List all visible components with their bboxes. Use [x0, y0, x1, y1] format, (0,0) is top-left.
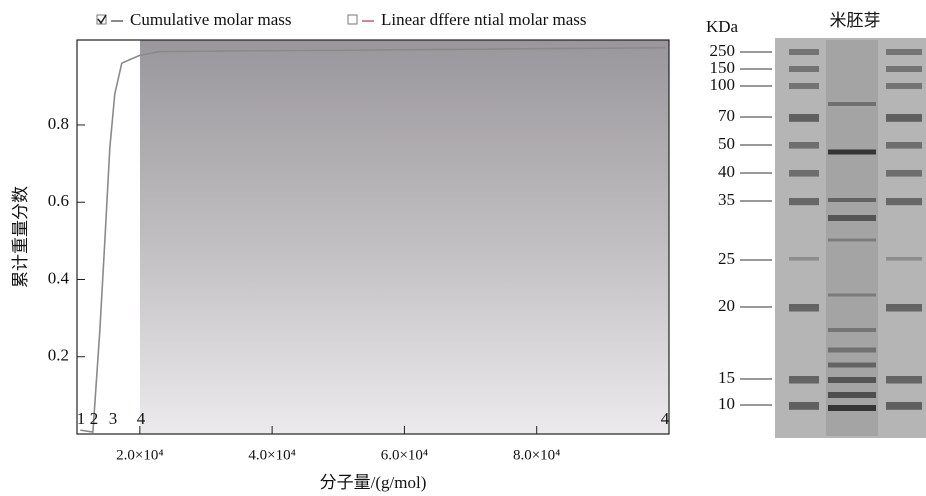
- gel-band: [886, 304, 922, 312]
- x-tick-label: 8.0×10⁴: [513, 447, 560, 463]
- gel-unit: KDa: [706, 17, 739, 36]
- gel-band: [828, 293, 876, 297]
- gel-band: [789, 114, 819, 122]
- gel-band: [886, 114, 922, 122]
- gel-band: [886, 170, 922, 177]
- gel-band: [828, 347, 876, 353]
- y-tick-label: 0.8: [48, 114, 69, 133]
- gel-band: [886, 198, 922, 206]
- gel-band: [828, 392, 876, 398]
- marker-label: 20: [718, 296, 735, 315]
- gel-band: [789, 142, 819, 149]
- annotation: 3: [109, 409, 118, 428]
- plot-frame: [76, 39, 670, 435]
- data-line: [80, 46, 666, 433]
- x-tick-label: 6.0×10⁴: [381, 447, 428, 463]
- gel-band: [789, 304, 819, 312]
- gel-band: [828, 215, 876, 221]
- y-tick-label: 0.4: [48, 268, 70, 287]
- gel-band: [886, 402, 922, 410]
- legend-label: Linear dffere ntial molar mass: [381, 10, 587, 29]
- gel-band: [828, 102, 876, 106]
- y-tick-label: 0.6: [48, 191, 69, 210]
- y-tick-label: 0.2: [48, 346, 69, 365]
- gel-band: [828, 238, 876, 242]
- legend-label: Cumulative molar mass: [130, 10, 291, 29]
- shaded-region: [140, 40, 669, 434]
- gel-title: 米胚芽: [830, 11, 881, 30]
- legend-checkbox: [347, 14, 358, 25]
- marker-label: 50: [718, 134, 735, 153]
- marker-label: 40: [718, 162, 735, 181]
- gel-band: [828, 198, 876, 202]
- annotation: 4: [661, 409, 670, 428]
- gel-band: [828, 405, 876, 411]
- gel-band: [789, 66, 819, 72]
- gel-band: [789, 49, 819, 55]
- gel-band: [886, 257, 922, 261]
- marker-label: 100: [710, 75, 736, 94]
- y-axis-label: 累计重量分数: [11, 186, 30, 288]
- marker-label: 25: [718, 249, 735, 268]
- marker-label: 250: [710, 41, 736, 60]
- gel-band: [828, 328, 876, 332]
- x-tick-label: 4.0×10⁴: [248, 447, 295, 463]
- gel-band: [789, 376, 819, 384]
- gel-band: [886, 49, 922, 55]
- gel-band: [886, 66, 922, 72]
- legend-check: [97, 14, 107, 25]
- marker-label: 15: [718, 368, 735, 387]
- marker-label: 35: [718, 190, 735, 209]
- gel-lane: [826, 40, 878, 436]
- annotation: 2: [90, 409, 99, 428]
- marker-label: 70: [718, 106, 735, 125]
- marker-label: 10: [718, 394, 735, 413]
- gel-band: [789, 402, 819, 410]
- gel-band: [789, 257, 819, 261]
- gel-band: [886, 376, 922, 384]
- gel-band: [828, 149, 876, 155]
- marker-label: 150: [710, 58, 736, 77]
- gel-band: [886, 83, 922, 89]
- gel-band: [886, 142, 922, 149]
- annotation: 1: [77, 409, 86, 428]
- gel-band: [789, 170, 819, 177]
- x-tick-label: 2.0×10⁴: [116, 447, 163, 463]
- annotation: 4: [137, 409, 146, 428]
- gel-band: [789, 198, 819, 206]
- x-axis-label: 分子量/(g/mol): [320, 473, 427, 492]
- legend-checkbox: [96, 14, 107, 25]
- gel-band: [828, 362, 876, 368]
- gel-band: [789, 83, 819, 89]
- gel-band: [828, 377, 876, 383]
